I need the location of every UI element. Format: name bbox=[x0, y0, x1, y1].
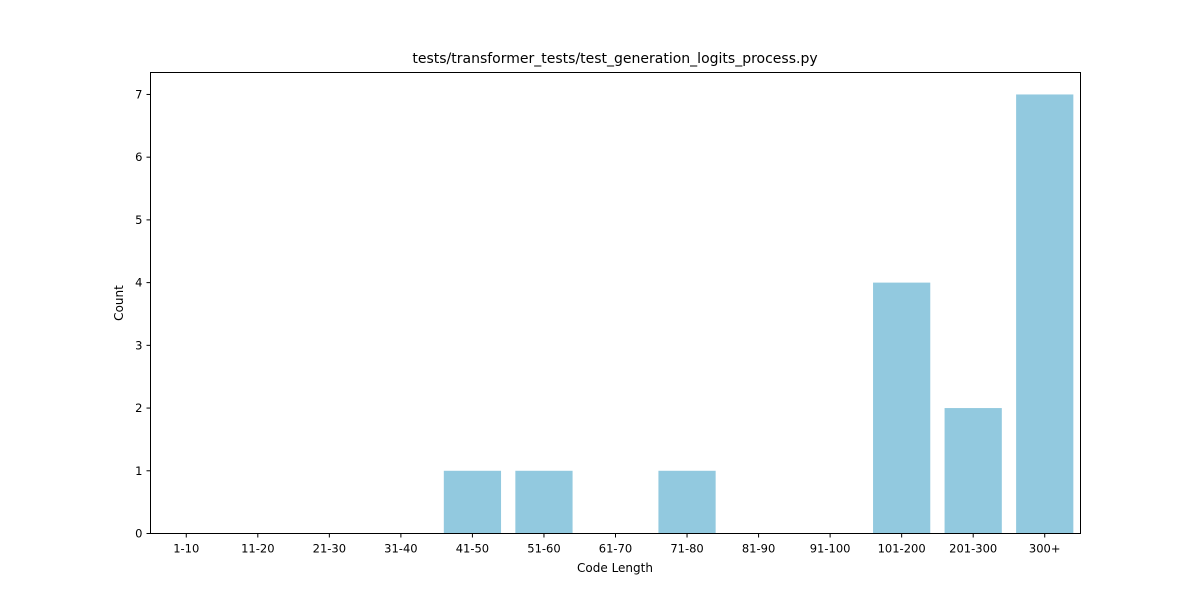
x-tick-label: 41-50 bbox=[456, 542, 489, 556]
y-tick-label: 7 bbox=[135, 87, 142, 101]
bar-101-200 bbox=[873, 282, 931, 534]
x-axis-ticks: 1-10 11-20 21-30 31-40 41-50 51-60 61-70 71-80 8… bbox=[173, 533, 1061, 556]
bar-71-80 bbox=[658, 470, 716, 534]
x-tick-label: 201-300 bbox=[949, 542, 997, 556]
x-tick-label: 31-40 bbox=[384, 542, 417, 556]
y-axis-label: Count bbox=[112, 285, 126, 321]
y-tick-label: 4 bbox=[135, 276, 142, 290]
bar-51-60 bbox=[515, 470, 573, 534]
y-tick-label: 5 bbox=[135, 213, 142, 227]
plot-area-frame bbox=[150, 72, 1081, 534]
x-tick-label: 21-30 bbox=[313, 542, 346, 556]
bar-201-300 bbox=[944, 408, 1002, 534]
x-tick-label: 91-100 bbox=[810, 542, 851, 556]
x-tick-label: 11-20 bbox=[241, 542, 274, 556]
y-tick-label: 1 bbox=[135, 464, 142, 478]
x-tick-label: 81-90 bbox=[742, 542, 775, 556]
chart-title: tests/transformer_tests/test_generation_… bbox=[412, 51, 817, 67]
x-tick-label: 300+ bbox=[1029, 542, 1061, 556]
x-tick-label: 1-10 bbox=[173, 542, 199, 556]
y-axis-ticks: 0 1 2 3 4 5 6 7 bbox=[135, 87, 151, 541]
bar-300+ bbox=[1016, 94, 1074, 534]
x-tick-label: 101-200 bbox=[878, 542, 926, 556]
y-tick-label: 2 bbox=[135, 401, 142, 415]
bar-41-50 bbox=[443, 470, 502, 534]
y-tick-label: 0 bbox=[135, 527, 142, 541]
y-tick-label: 3 bbox=[135, 338, 142, 352]
bars bbox=[443, 94, 1074, 534]
x-tick-label: 71-80 bbox=[670, 542, 703, 556]
x-axis-label: Code Length bbox=[577, 561, 653, 575]
x-tick-label: 51-60 bbox=[527, 542, 560, 556]
y-tick-label: 6 bbox=[135, 150, 142, 164]
x-tick-label: 61-70 bbox=[599, 542, 632, 556]
